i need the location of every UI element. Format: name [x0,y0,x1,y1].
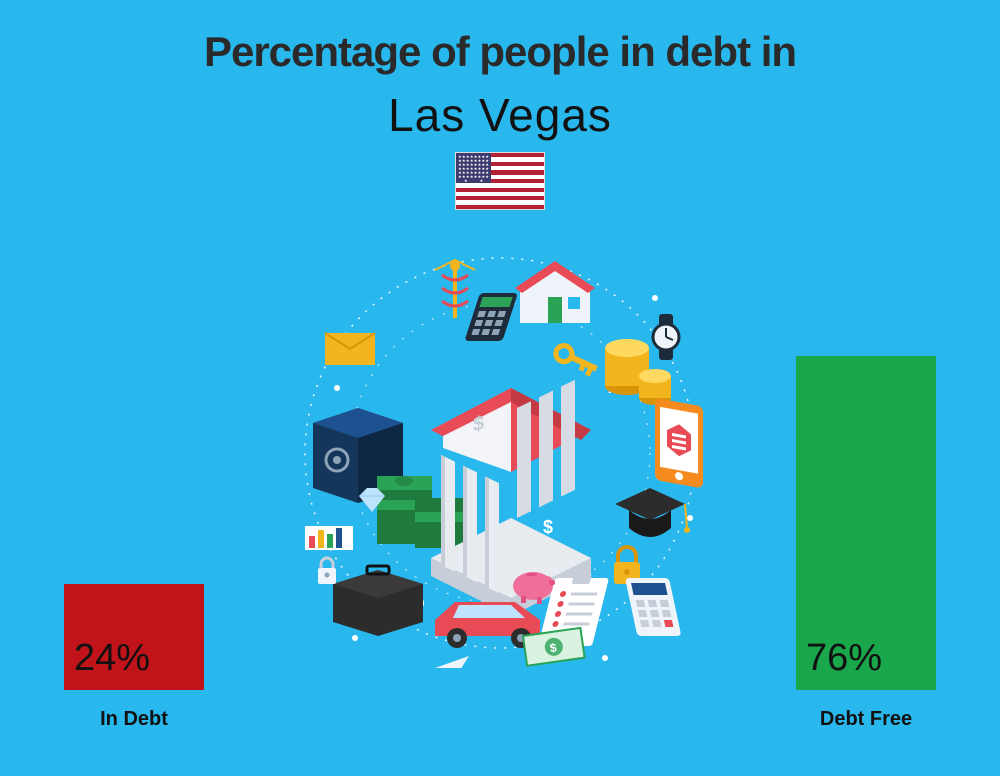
bar-in-debt: 24% In Debt [64,584,204,690]
title-subtitle: Las Vegas [0,88,1000,142]
svg-text:$: $ [473,412,484,436]
us-flag-icon: ★★★★★★★★★★★★★★★★★★★★★★★★★★★★★★★★★★★★★★★★… [455,152,545,210]
bar-debt-free-label: Debt Free [820,708,912,731]
bar-in-debt-label: In Debt [100,708,168,731]
bar-in-debt-value: 24% [74,637,150,680]
title-main: Percentage of people in debt in [0,28,1000,76]
bar-debt-free-value: 76% [806,637,882,680]
svg-text:$: $ [543,517,553,537]
finance-illustration: % % $ $ [285,238,715,668]
bar-debt-free: 76% Debt Free [796,356,936,690]
